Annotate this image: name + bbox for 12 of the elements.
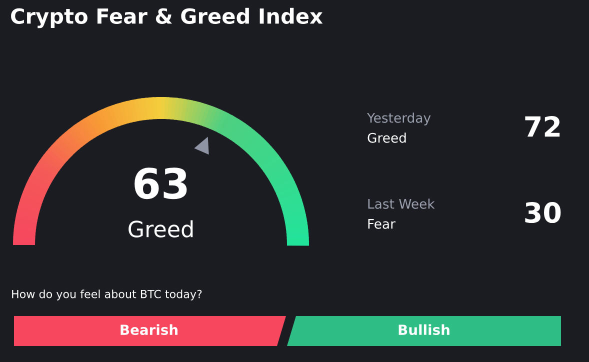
data-label: 72 — [525, 116, 560, 137]
text: Greed — [368, 132, 406, 143]
data-label: 30 — [525, 202, 561, 224]
category-label: Yesterday — [366, 112, 431, 126]
category-label: Last Week — [368, 198, 435, 209]
text: Crypto Fear & Greed Index — [11, 8, 323, 28]
text: Bearish — [120, 324, 178, 336]
data-label: 63 — [134, 168, 187, 200]
text: How do you feel about BTC today? — [12, 290, 202, 300]
text: Greed — [128, 220, 193, 238]
text: Fear — [368, 219, 396, 229]
text: Bullish — [398, 324, 450, 336]
